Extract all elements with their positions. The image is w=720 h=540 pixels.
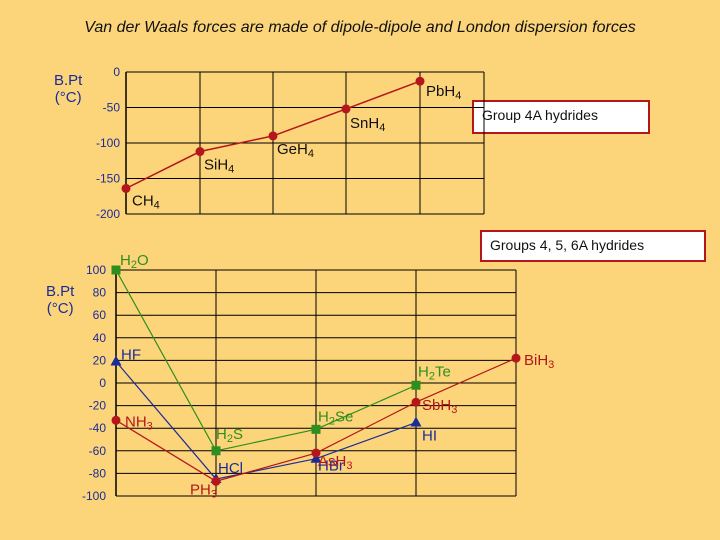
chart2-point-HF <box>110 355 122 366</box>
chart2-label-HCl: HCl <box>218 460 243 477</box>
chart2-ytick-label: -100 <box>82 489 106 503</box>
chart1-point-SiH4 <box>195 147 205 157</box>
chart2-ytick-label: 100 <box>86 263 106 277</box>
chart1-label-box: Group 4A hydrides <box>472 100 650 134</box>
chart2-ytick-label: 80 <box>93 286 107 300</box>
chart1-point-SnH4 <box>341 104 351 114</box>
chart1-label-PbH4: PbH4 <box>426 83 461 102</box>
chart1-point-GeH4 <box>268 131 278 141</box>
chart2-point-H2O <box>111 265 121 275</box>
chart2-ytick-label: -80 <box>89 466 107 480</box>
chart2-point-H2Se <box>311 424 321 434</box>
chart2-point-HBr <box>310 452 322 463</box>
chart1-ylabel-line2: (°C) <box>54 89 82 106</box>
chart2-point-PH3 <box>211 476 221 486</box>
chart1-label-SiH4: SiH4 <box>204 157 234 176</box>
chart1-ytick-label: 0 <box>113 65 120 79</box>
chart1-point-CH4 <box>121 183 131 193</box>
chart2-ylabel: B.Pt (°C) <box>46 283 74 317</box>
chart2-ytick-label: 40 <box>93 331 107 345</box>
chart2-ytick-label: -40 <box>89 421 107 435</box>
chart1-ytick-label: -100 <box>96 136 120 150</box>
chart2-label-HBr: HBr <box>318 458 344 475</box>
chart2-label-H2Te: H2Te <box>418 363 451 382</box>
chart2-label-NH3: NH3 <box>125 413 153 432</box>
chart2-ytick-label: -60 <box>89 444 107 458</box>
chart1-label-GeH4: GeH4 <box>277 141 314 160</box>
chart2-label-H2Se: H2Se <box>318 408 353 427</box>
chart2-point-HI <box>410 416 422 427</box>
chart2-series-line-0 <box>115 269 417 452</box>
chart2-point-H2S <box>211 446 221 456</box>
chart1-ylabel: B.Pt (°C) <box>54 72 82 106</box>
chart1-ytick-label: -150 <box>96 172 120 186</box>
chart2-point-BiH3 <box>511 353 521 363</box>
chart2-point-SbH3 <box>411 397 421 407</box>
page-title: Van der Waals forces are made of dipole-… <box>84 19 636 36</box>
chart2-ytick-label: 0 <box>99 376 106 390</box>
chart2-label-H2S: H2S <box>216 426 243 445</box>
chart2-point-NH3 <box>111 415 121 425</box>
chart2-label-HF: HF <box>121 347 141 364</box>
chart2-ylabel-line2: (°C) <box>46 300 74 317</box>
chart2-ytick-label: -20 <box>89 399 107 413</box>
chart1-label-CH4: CH4 <box>132 192 160 211</box>
chart2-point-H2Te <box>411 380 421 390</box>
chart2-label-AsH3: AsH3 <box>318 453 352 472</box>
chart2-label-box: Groups 4, 5, 6A hydrides <box>480 230 706 262</box>
chart1-point-PbH4 <box>415 76 425 86</box>
chart2-point-AsH3 <box>311 448 321 458</box>
chart2-label-BiH3: BiH3 <box>524 352 554 371</box>
chart2-ytick-label: 20 <box>93 353 107 367</box>
chart2-series-line-1 <box>115 361 417 480</box>
chart1-label-SnH4: SnH4 <box>350 115 385 134</box>
chart1-ytick-label: -200 <box>96 207 120 221</box>
chart2-label-HI: HI <box>422 428 437 445</box>
chart1-ytick-label: -50 <box>103 101 121 115</box>
chart2-label-PH3: PH3 <box>190 481 217 500</box>
chart2-ylabel-line1: B.Pt <box>46 283 75 300</box>
chart2-label-SbH3: SbH3 <box>422 397 457 416</box>
chart1-grid <box>126 71 485 215</box>
chart2-ytick-label: 60 <box>93 308 107 322</box>
chart1-ylabel-line1: B.Pt <box>54 72 83 89</box>
chart2-label-H2O: H2O <box>120 252 149 271</box>
